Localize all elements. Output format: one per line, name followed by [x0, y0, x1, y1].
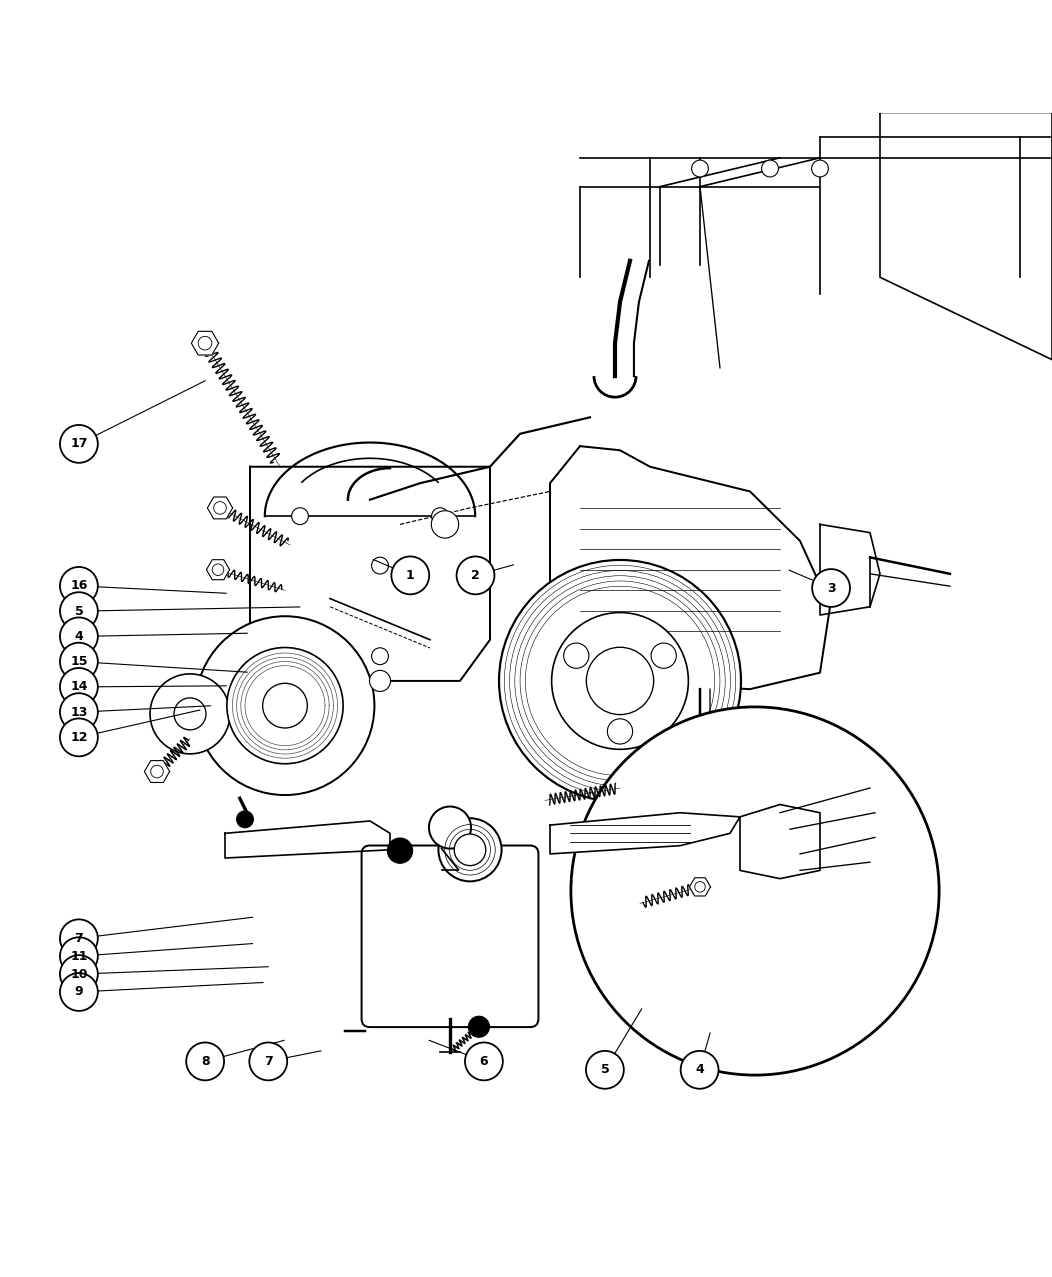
Circle shape: [196, 617, 375, 796]
Polygon shape: [881, 112, 1052, 360]
Circle shape: [812, 570, 850, 607]
Circle shape: [60, 425, 98, 462]
Text: 17: 17: [70, 438, 87, 451]
Circle shape: [60, 693, 98, 730]
Text: 16: 16: [70, 580, 87, 593]
Text: 12: 12: [70, 730, 87, 744]
Circle shape: [291, 508, 308, 525]
Circle shape: [431, 511, 459, 538]
Circle shape: [237, 811, 254, 827]
Polygon shape: [740, 805, 820, 879]
Text: 6: 6: [480, 1055, 488, 1068]
Circle shape: [60, 973, 98, 1011]
Text: 7: 7: [264, 1055, 272, 1068]
Text: 5: 5: [75, 604, 83, 618]
Circle shape: [571, 707, 939, 1075]
Polygon shape: [207, 497, 232, 518]
Text: 10: 10: [70, 968, 87, 981]
Text: 3: 3: [827, 581, 835, 595]
Text: 13: 13: [70, 706, 87, 719]
Text: 2: 2: [471, 568, 480, 582]
Text: 5: 5: [601, 1064, 609, 1077]
Polygon shape: [225, 821, 390, 858]
Circle shape: [60, 919, 98, 958]
Circle shape: [465, 1042, 503, 1080]
Circle shape: [387, 838, 412, 863]
Circle shape: [60, 719, 98, 756]
Circle shape: [607, 719, 632, 744]
Text: 14: 14: [70, 681, 87, 693]
Circle shape: [60, 567, 98, 605]
Circle shape: [227, 647, 343, 764]
Text: 15: 15: [70, 655, 87, 668]
Polygon shape: [144, 761, 169, 783]
Circle shape: [564, 644, 589, 668]
Circle shape: [691, 160, 708, 178]
Circle shape: [457, 557, 494, 594]
Circle shape: [586, 1051, 624, 1089]
Circle shape: [499, 559, 741, 802]
Circle shape: [391, 557, 429, 594]
Circle shape: [551, 613, 688, 750]
Text: 4: 4: [75, 630, 83, 642]
Circle shape: [263, 683, 307, 728]
Text: 8: 8: [201, 1055, 209, 1068]
Circle shape: [681, 1051, 719, 1089]
Polygon shape: [250, 466, 490, 681]
Circle shape: [371, 647, 388, 664]
Circle shape: [60, 955, 98, 994]
Circle shape: [174, 699, 206, 730]
Polygon shape: [689, 877, 710, 896]
Polygon shape: [191, 331, 219, 355]
FancyBboxPatch shape: [362, 845, 539, 1027]
Circle shape: [586, 647, 653, 715]
Polygon shape: [550, 812, 740, 854]
Circle shape: [468, 1016, 489, 1037]
Polygon shape: [206, 559, 229, 580]
Text: 11: 11: [70, 950, 87, 963]
Text: 7: 7: [75, 932, 83, 945]
Circle shape: [811, 160, 828, 178]
Circle shape: [651, 644, 676, 668]
Circle shape: [371, 557, 388, 573]
Polygon shape: [550, 446, 830, 690]
Circle shape: [60, 642, 98, 681]
Circle shape: [60, 937, 98, 976]
Circle shape: [762, 160, 778, 178]
Circle shape: [439, 819, 502, 881]
Circle shape: [369, 670, 390, 691]
Circle shape: [429, 807, 471, 849]
Circle shape: [60, 593, 98, 630]
Text: 4: 4: [695, 1064, 704, 1077]
Circle shape: [431, 508, 448, 525]
Text: 9: 9: [75, 986, 83, 999]
Circle shape: [60, 618, 98, 655]
Circle shape: [150, 674, 230, 753]
Circle shape: [454, 834, 486, 866]
Circle shape: [60, 668, 98, 706]
Text: 1: 1: [406, 568, 414, 582]
Circle shape: [249, 1042, 287, 1080]
Circle shape: [186, 1042, 224, 1080]
